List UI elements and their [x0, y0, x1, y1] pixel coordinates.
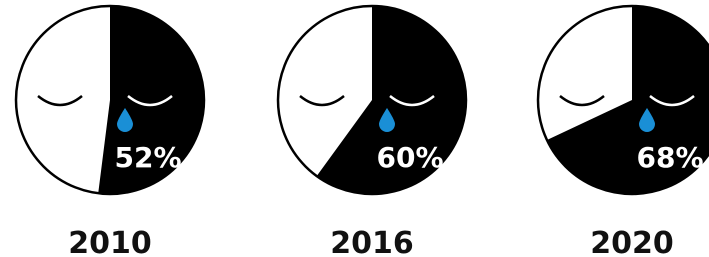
value-label: 68%: [636, 141, 703, 174]
value-label: 60%: [376, 141, 443, 174]
value-label: 52%: [114, 141, 181, 174]
chart: 52% 2010 60% 2016 68% 2020: [0, 0, 709, 257]
pie-title: 2016: [330, 226, 414, 257]
pie-face: 60%: [278, 6, 466, 194]
pie-face: 68%: [538, 6, 709, 194]
pie-title: 2020: [590, 226, 674, 257]
pie-title: 2010: [68, 226, 152, 257]
page: {"chart_data": [ {"type": "pie", "title"…: [0, 0, 709, 257]
pie-face: 52%: [16, 6, 204, 194]
